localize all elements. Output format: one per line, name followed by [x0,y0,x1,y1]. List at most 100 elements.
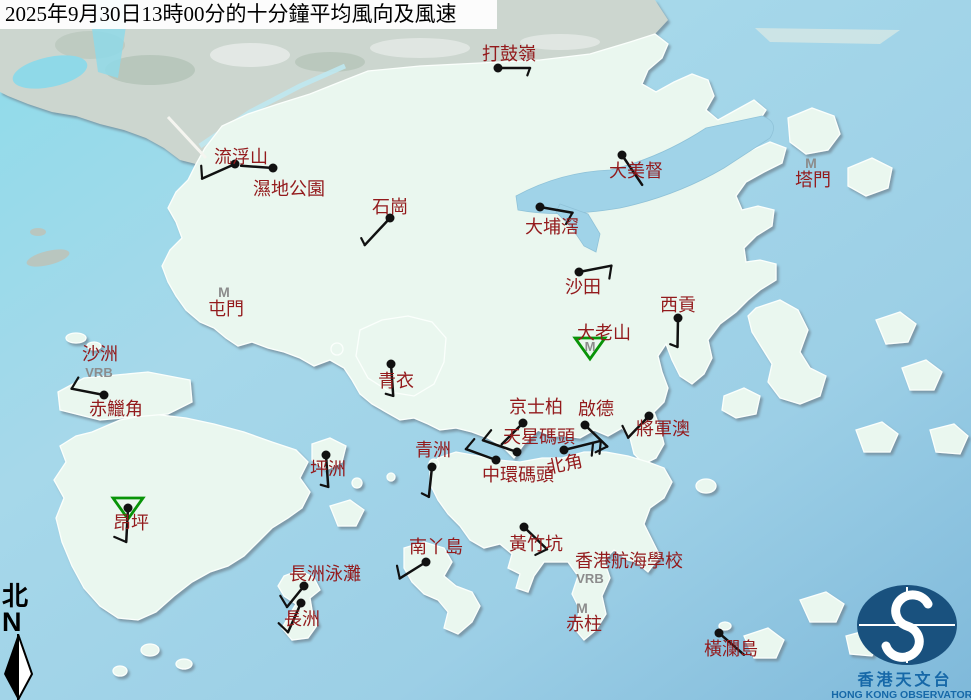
station-label: 大老山 [577,323,631,343]
landmass-lantau [53,413,311,621]
airport-island [57,371,193,421]
station-cheung-chau: 長洲 [277,598,320,634]
station-label: 流浮山 [214,147,268,167]
station-dot [512,447,522,457]
station-peng-chau: 坪洲 [310,450,346,489]
hko-logo-s-swirl [881,590,933,662]
station-label: 大埔滘 [525,217,579,237]
station-label: 京士柏 [509,397,563,417]
station-sha-tin: 沙田 [565,264,613,297]
wind-barb-shaft [620,153,644,187]
wind-barb-shaft [464,447,498,462]
landmass-hong-kong-island [429,451,673,641]
maintenance-triangle-icon [572,336,608,362]
wind-barb-feather [200,164,204,180]
station-dot [299,581,309,591]
station-label: 屯門 [208,299,244,319]
station-label: 坪洲 [310,459,346,479]
sai-kung-east-peninsula [747,299,827,405]
wind-barb-shaft [398,560,428,580]
station-label: 香港航海學校 [575,551,683,571]
hko-logo-name-zh: 香港天文台 [856,670,952,689]
station-ta-kwu-ling: 打鼓嶺 [482,44,536,77]
station-dot [491,455,501,465]
station-chek-lap-kok: 赤鱲角 [70,376,143,419]
wind-barb-shaft [124,506,130,544]
island [386,472,396,482]
station-label: 南丫島 [409,537,463,557]
station-label: 塔門 [795,170,831,190]
wind-barb-feather [534,548,549,557]
station-wetland-park: 濕地公園 [239,163,325,199]
station-dot [535,202,545,212]
island [901,359,943,391]
wind-barb-feather [279,594,289,609]
wind-barb-shaft [577,264,613,274]
wind-barb-feather [420,492,430,498]
station-dot [386,359,396,369]
sha-chau-islet [65,332,87,344]
wind-barb-feather [564,211,574,226]
station-dot [519,522,529,532]
station-label: 石崗 [372,197,408,217]
station-tuen-mun: M屯門 [208,284,244,319]
maintenance-triangle-icon [110,496,146,522]
station-dot [714,628,724,638]
station-tai-mei-tuk: 大美督 [609,150,663,187]
wind-barb-shaft [427,465,434,499]
wind-barb-feather [594,445,609,454]
station-label: 橫瀾島 [704,639,758,659]
station-wong-chuk-hang: 黃竹坑 [509,522,563,557]
far-shore-strip [755,28,900,44]
station-label: 中環碼頭 [482,465,554,485]
station-label: 大美督 [609,161,663,181]
station-ngong-ping: 昂坪 [110,496,149,544]
station-dot [580,420,590,430]
station-label: 啟德 [578,399,614,419]
station-dot [268,163,278,173]
station-dot [427,462,437,472]
maintenance-flag: M [576,600,588,616]
tolo-harbour [515,115,774,214]
deep-bay-details [26,115,208,267]
station-sai-kung: 西貢 [660,295,696,349]
wind-barb-shaft [626,414,651,439]
station-dot [321,450,331,460]
station-label: 長洲 [284,609,320,629]
island [875,311,917,345]
wind-barb-feather [113,535,128,544]
island [855,421,899,453]
station-kings-park: 京士柏 [500,397,563,446]
wind-barb-feather [669,343,679,349]
station-label: 青洲 [415,440,451,460]
wind-barb-shaft [676,316,680,349]
station-dot [385,213,395,223]
station-dot [574,267,584,277]
station-lamma-island: 南丫島 [395,537,463,580]
station-dot [518,418,528,428]
hko-logo: 香港天文台 HONG KONG OBSERVATORY [831,585,971,700]
compass-north-hanzi: 北 [2,582,29,611]
island [847,157,893,197]
station-stanley: M赤柱 [566,600,602,634]
maintenance-flag: M [805,155,817,171]
island [140,643,160,657]
wind-barb-feather [464,437,476,451]
station-tseung-kwan-o: 將軍澳 [621,411,690,439]
compass-needle-icon [4,634,34,700]
wind-barb-feather [319,483,330,489]
wind-barb-shaft [481,439,519,454]
station-central-pier: 中環碼頭 [464,437,554,485]
wind-barb-feather [70,376,80,390]
inner-waters [515,115,774,253]
island [799,591,845,623]
compass-north-letter: N [2,607,22,637]
island [175,658,193,670]
po-toi-islands [743,627,785,659]
wind-barb-feather [621,424,630,439]
wind-barb-shaft [500,421,525,446]
title-bar: 2025年9月30日13時00分的十分鐘平均風向及風速 [0,0,497,29]
hko-logo-name-en: HONG KONG OBSERVATORY [831,689,971,700]
